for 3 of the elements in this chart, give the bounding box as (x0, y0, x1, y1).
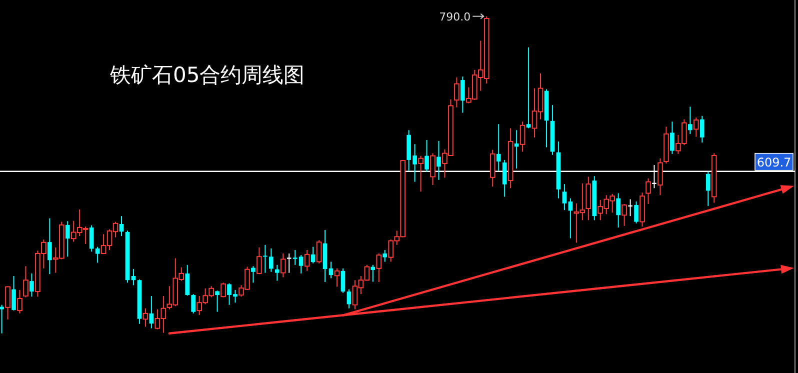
annotation: 790.0 (439, 10, 471, 24)
text: 609.7 (756, 155, 792, 170)
text: 铁矿石05合约周线图 (109, 63, 305, 87)
